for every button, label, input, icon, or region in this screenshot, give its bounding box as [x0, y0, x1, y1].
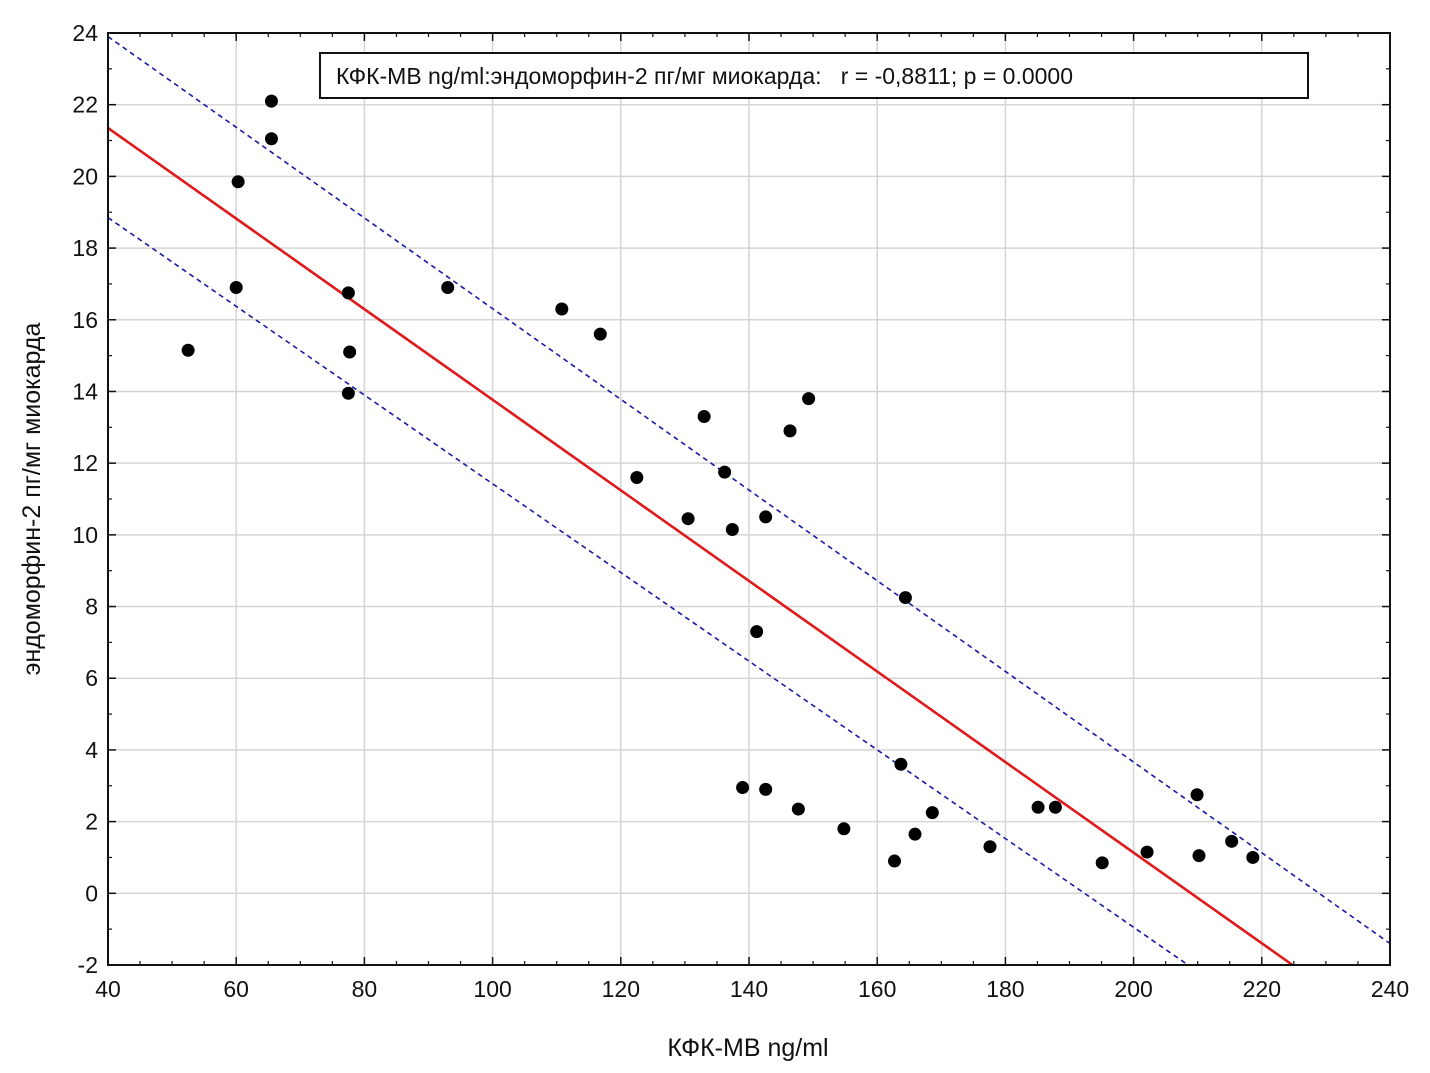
data-point — [791, 802, 805, 816]
lower-confidence-band — [108, 216, 1189, 965]
data-point — [925, 806, 939, 820]
data-point — [1031, 800, 1045, 814]
y-tick-label: 24 — [72, 20, 98, 46]
y-tick-label: 0 — [85, 880, 98, 906]
x-tick-label: 220 — [1243, 976, 1281, 1002]
data-point — [898, 591, 912, 605]
x-tick-label: 160 — [858, 976, 896, 1002]
data-point — [837, 822, 851, 836]
y-tick-label: 12 — [72, 450, 98, 476]
data-point — [1190, 788, 1204, 802]
data-point — [343, 345, 357, 359]
data-point — [1140, 845, 1154, 859]
data-point — [341, 386, 355, 400]
data-point — [229, 281, 243, 295]
data-point — [341, 286, 355, 300]
x-tick-label: 80 — [352, 976, 378, 1002]
data-point — [983, 840, 997, 854]
x-tick-label: 200 — [1114, 976, 1152, 1002]
y-tick-label: 10 — [72, 522, 98, 548]
x-tick-label: 180 — [986, 976, 1024, 1002]
data-point — [759, 782, 773, 796]
plot-content — [108, 35, 1390, 965]
data-point — [264, 94, 278, 108]
data-point — [441, 281, 455, 295]
data-point — [888, 854, 902, 868]
y-tick-label: 6 — [85, 665, 98, 691]
x-tick-label: 140 — [730, 976, 768, 1002]
y-tick-label: 8 — [85, 594, 98, 620]
data-point — [1225, 834, 1239, 848]
data-point — [1192, 849, 1206, 863]
data-point — [750, 625, 764, 639]
x-tick-label: 40 — [95, 976, 121, 1002]
upper-confidence-band — [108, 35, 1390, 945]
x-tick-label: 100 — [473, 976, 511, 1002]
data-point — [1048, 800, 1062, 814]
x-tick-label: 120 — [602, 976, 640, 1002]
data-point — [555, 302, 569, 316]
data-point — [181, 343, 195, 357]
annotation-text: КФК-МВ ng/ml:эндоморфин-2 пг/мг миокарда… — [336, 63, 1073, 89]
data-point — [231, 175, 245, 189]
data-point — [1246, 850, 1260, 864]
data-point — [681, 512, 695, 526]
data-points — [181, 94, 1260, 870]
annotation-box — [319, 52, 1309, 99]
data-point — [759, 510, 773, 524]
data-point — [802, 392, 816, 406]
correlation-annotation: КФК-МВ ng/ml:эндоморфин-2 пг/мг миокарда… — [319, 52, 1309, 99]
y-tick-label: -2 — [78, 952, 98, 978]
y-tick-label: 14 — [72, 378, 98, 404]
y-tick-label: 20 — [72, 163, 98, 189]
x-tick-label: 60 — [223, 976, 249, 1002]
data-point — [697, 410, 711, 424]
data-point — [736, 781, 750, 795]
y-tick-label: 2 — [85, 809, 98, 835]
data-point — [718, 465, 732, 479]
y-tick-label: 16 — [72, 307, 98, 333]
x-tick-labels: 40 60 80 100 120 140 160 180 200 220 240 — [95, 976, 1409, 1002]
regression-line — [108, 126, 1294, 965]
data-point — [630, 470, 644, 484]
data-point — [894, 757, 908, 771]
data-point — [593, 327, 607, 341]
y-tick-label: 18 — [72, 235, 98, 261]
data-point — [783, 424, 797, 438]
y-tick-label: 4 — [85, 737, 98, 763]
plot-frame — [107, 32, 1391, 966]
data-point — [725, 522, 739, 536]
data-point — [1095, 856, 1109, 870]
y-tick-label: 22 — [72, 92, 98, 118]
data-point — [264, 132, 278, 146]
x-tick-label: 240 — [1371, 976, 1409, 1002]
x-axis-title: КФК-МВ ng/ml — [667, 1034, 828, 1062]
grid-lines — [108, 33, 1390, 965]
data-point — [908, 827, 922, 841]
y-axis-title: эндоморфин-2 пг/мг миокарда — [18, 323, 46, 676]
